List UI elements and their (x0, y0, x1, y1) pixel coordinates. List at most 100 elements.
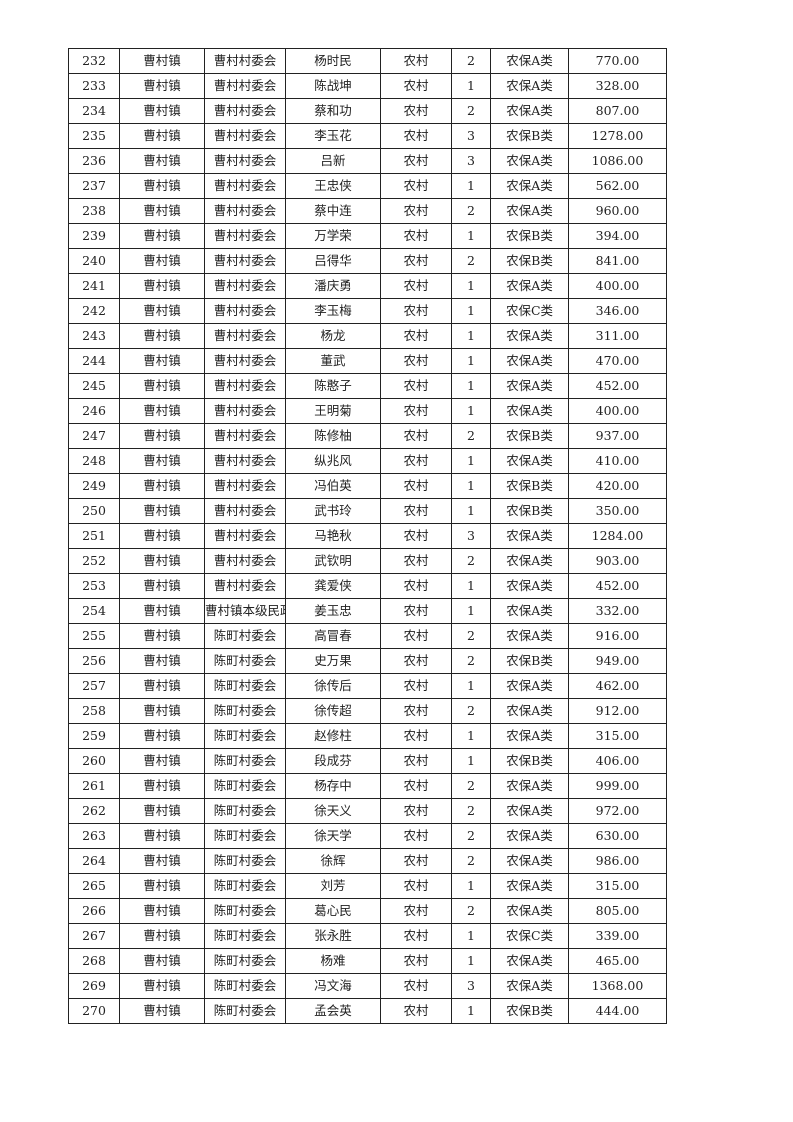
cell-committee: 曹村村委会 (204, 448, 286, 474)
cell-name: 刘芳 (285, 873, 381, 899)
cell-household-size: 1 (451, 498, 491, 524)
cell-town: 曹村镇 (119, 848, 205, 874)
table-row: 261 曹村镇 陈町村委会 杨存中 农村 2 农保A类 999.00 (68, 773, 667, 799)
cell-name: 李玉花 (285, 123, 381, 149)
cell-committee: 曹村村委会 (204, 323, 286, 349)
cell-household-size: 2 (451, 248, 491, 274)
cell-category: 农保A类 (490, 723, 569, 749)
cell-committee: 曹村镇本级民政 (204, 598, 286, 624)
cell-town: 曹村镇 (119, 223, 205, 249)
cell-amount: 999.00 (568, 773, 667, 799)
cell-name: 万学荣 (285, 223, 381, 249)
table-row: 239 曹村镇 曹村村委会 万学荣 农村 1 农保B类 394.00 (68, 223, 667, 249)
cell-area-type: 农村 (380, 648, 452, 674)
cell-row-number: 247 (68, 423, 120, 449)
cell-amount: 937.00 (568, 423, 667, 449)
cell-town: 曹村镇 (119, 623, 205, 649)
cell-town: 曹村镇 (119, 673, 205, 699)
table-row: 262 曹村镇 陈町村委会 徐天义 农村 2 农保A类 972.00 (68, 798, 667, 824)
cell-row-number: 238 (68, 198, 120, 224)
cell-committee: 陈町村委会 (204, 998, 286, 1024)
cell-household-size: 1 (451, 748, 491, 774)
cell-row-number: 253 (68, 573, 120, 599)
cell-amount: 807.00 (568, 98, 667, 124)
table-row: 253 曹村镇 曹村村委会 龚爱侠 农村 1 农保A类 452.00 (68, 573, 667, 599)
cell-name: 赵修柱 (285, 723, 381, 749)
cell-row-number: 250 (68, 498, 120, 524)
cell-row-number: 245 (68, 373, 120, 399)
table-row: 247 曹村镇 曹村村委会 陈修柚 农村 2 农保B类 937.00 (68, 423, 667, 449)
cell-household-size: 1 (451, 873, 491, 899)
cell-row-number: 263 (68, 823, 120, 849)
cell-town: 曹村镇 (119, 198, 205, 224)
cell-row-number: 252 (68, 548, 120, 574)
cell-household-size: 1 (451, 448, 491, 474)
cell-name: 潘庆勇 (285, 273, 381, 299)
cell-town: 曹村镇 (119, 923, 205, 949)
cell-row-number: 240 (68, 248, 120, 274)
cell-committee: 陈町村委会 (204, 823, 286, 849)
cell-area-type: 农村 (380, 198, 452, 224)
cell-town: 曹村镇 (119, 773, 205, 799)
table-row: 252 曹村镇 曹村村委会 武钦明 农村 2 农保A类 903.00 (68, 548, 667, 574)
cell-name: 杨龙 (285, 323, 381, 349)
cell-row-number: 259 (68, 723, 120, 749)
table-row: 243 曹村镇 曹村村委会 杨龙 农村 1 农保A类 311.00 (68, 323, 667, 349)
cell-category: 农保C类 (490, 923, 569, 949)
cell-household-size: 1 (451, 298, 491, 324)
table-row: 256 曹村镇 陈町村委会 史万果 农村 2 农保B类 949.00 (68, 648, 667, 674)
cell-area-type: 农村 (380, 573, 452, 599)
cell-committee: 陈町村委会 (204, 773, 286, 799)
cell-amount: 912.00 (568, 698, 667, 724)
cell-town: 曹村镇 (119, 298, 205, 324)
cell-area-type: 农村 (380, 673, 452, 699)
cell-town: 曹村镇 (119, 598, 205, 624)
cell-town: 曹村镇 (119, 73, 205, 99)
cell-area-type: 农村 (380, 323, 452, 349)
cell-committee: 曹村村委会 (204, 523, 286, 549)
data-table: 232 曹村镇 曹村村委会 杨时民 农村 2 农保A类 770.00 233 曹村镇 曹村村委会 陈战… (68, 48, 667, 1024)
cell-amount: 400.00 (568, 273, 667, 299)
cell-name: 蔡和功 (285, 98, 381, 124)
cell-committee: 陈町村委会 (204, 898, 286, 924)
cell-committee: 曹村村委会 (204, 173, 286, 199)
cell-amount: 465.00 (568, 948, 667, 974)
cell-committee: 陈町村委会 (204, 798, 286, 824)
cell-category: 农保A类 (490, 598, 569, 624)
cell-household-size: 2 (451, 773, 491, 799)
cell-category: 农保A类 (490, 548, 569, 574)
cell-row-number: 267 (68, 923, 120, 949)
cell-household-size: 3 (451, 523, 491, 549)
cell-row-number: 241 (68, 273, 120, 299)
cell-household-size: 1 (451, 673, 491, 699)
cell-category: 农保A类 (490, 448, 569, 474)
cell-amount: 630.00 (568, 823, 667, 849)
cell-category: 农保A类 (490, 398, 569, 424)
cell-household-size: 2 (451, 848, 491, 874)
table-row: 258 曹村镇 陈町村委会 徐传超 农村 2 农保A类 912.00 (68, 698, 667, 724)
cell-household-size: 1 (451, 473, 491, 499)
cell-amount: 315.00 (568, 723, 667, 749)
cell-town: 曹村镇 (119, 348, 205, 374)
cell-name: 张永胜 (285, 923, 381, 949)
cell-area-type: 农村 (380, 148, 452, 174)
cell-amount: 406.00 (568, 748, 667, 774)
cell-name: 马艳秋 (285, 523, 381, 549)
cell-area-type: 农村 (380, 98, 452, 124)
cell-household-size: 2 (451, 798, 491, 824)
table-row: 235 曹村镇 曹村村委会 李玉花 农村 3 农保B类 1278.00 (68, 123, 667, 149)
cell-committee: 陈町村委会 (204, 723, 286, 749)
table-body: 232 曹村镇 曹村村委会 杨时民 农村 2 农保A类 770.00 233 曹村镇 曹村村委会 陈战… (68, 48, 667, 1024)
cell-name: 姜玉忠 (285, 598, 381, 624)
cell-row-number: 270 (68, 998, 120, 1024)
cell-name: 吕得华 (285, 248, 381, 274)
cell-amount: 462.00 (568, 673, 667, 699)
cell-category: 农保C类 (490, 298, 569, 324)
cell-row-number: 254 (68, 598, 120, 624)
table-row: 270 曹村镇 陈町村委会 孟会英 农村 1 农保B类 444.00 (68, 998, 667, 1024)
cell-category: 农保B类 (490, 648, 569, 674)
cell-amount: 410.00 (568, 448, 667, 474)
cell-area-type: 农村 (380, 798, 452, 824)
cell-row-number: 264 (68, 848, 120, 874)
cell-name: 纵兆风 (285, 448, 381, 474)
